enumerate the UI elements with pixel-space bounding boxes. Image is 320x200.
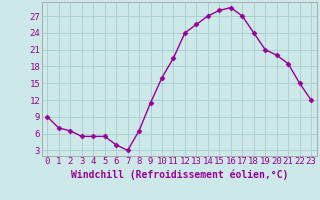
X-axis label: Windchill (Refroidissement éolien,°C): Windchill (Refroidissement éolien,°C)	[70, 169, 288, 180]
